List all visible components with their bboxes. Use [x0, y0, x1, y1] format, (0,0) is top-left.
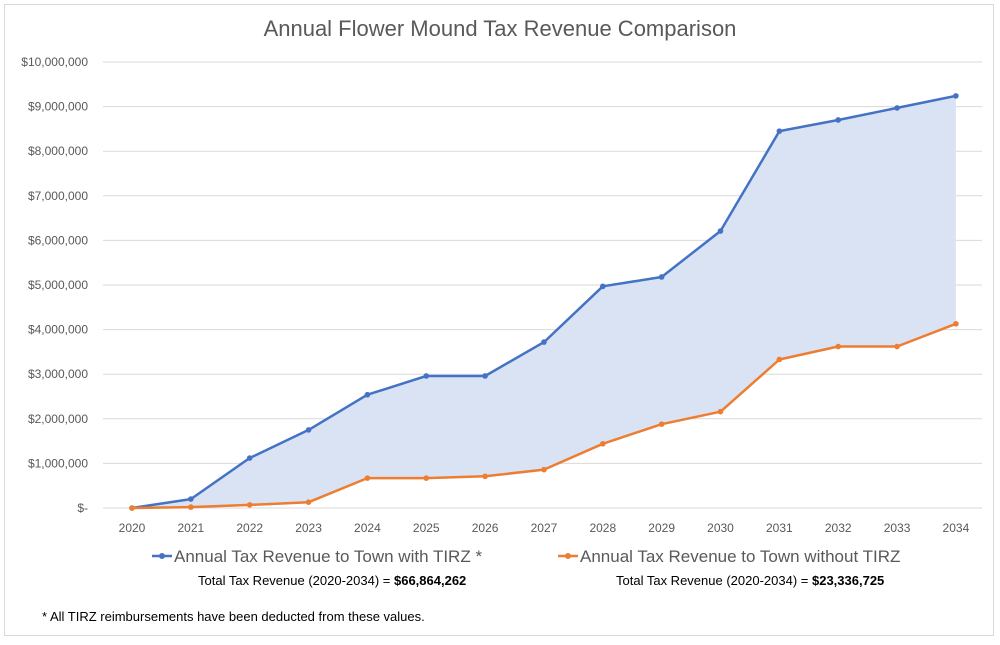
series-with-tirz-point — [188, 496, 194, 502]
legend-dot-without-tirz — [565, 553, 571, 559]
series-without-tirz-point — [188, 504, 194, 510]
y-tick-label: $3,000,000 — [28, 367, 88, 381]
total-without-tirz-value: $23,336,725 — [812, 573, 884, 588]
total-with-tirz-label: Total Tax Revenue (2020-2034) = — [198, 573, 394, 588]
area-between-series — [132, 95, 956, 509]
series-with-tirz-point — [305, 427, 312, 433]
series-without-tirz-point — [482, 473, 488, 480]
y-axis-ticks: $- $1,000,000 $2,000,000 $3,000,000 $4,000,0… — [21, 55, 88, 515]
series-without-tirz-point — [776, 356, 783, 363]
series-with-tirz-point — [717, 228, 724, 234]
series-with-tirz-point — [246, 455, 253, 461]
x-tick-label: 2020 — [119, 521, 146, 535]
x-tick-label: 2030 — [707, 521, 734, 535]
y-tick-label: $6,000,000 — [28, 233, 88, 247]
y-tick-label: $8,000,000 — [28, 144, 88, 158]
series-without-tirz-point — [129, 505, 135, 511]
series-without-tirz-point — [835, 343, 841, 350]
x-tick-label: 2025 — [413, 521, 440, 535]
total-without-tirz-label: Total Tax Revenue (2020-2034) = — [616, 573, 812, 588]
legend-label-with-tirz: Annual Tax Revenue to Town with TIRZ * — [174, 547, 482, 566]
fill-between-area — [132, 95, 956, 509]
total-with-tirz-value: $66,864,262 — [394, 573, 466, 588]
series-with-tirz-point — [423, 373, 430, 379]
series-with-tirz-point — [482, 373, 488, 379]
y-tick-label: $5,000,000 — [28, 278, 88, 292]
series-without-tirz-point — [658, 421, 665, 427]
series-without-tirz-point — [423, 475, 430, 481]
legend: Annual Tax Revenue to Town with TIRZ * A… — [152, 547, 900, 566]
x-tick-label: 2022 — [236, 521, 263, 535]
legend-label-without-tirz: Annual Tax Revenue to Town without TIRZ — [580, 547, 900, 566]
series-without-tirz-point — [894, 343, 900, 350]
series-with-tirz-point — [658, 274, 665, 280]
series-with-tirz-point — [364, 391, 371, 398]
x-tick-label: 2021 — [177, 521, 204, 535]
y-tick-label: $1,000,000 — [28, 456, 88, 470]
x-tick-label: 2023 — [295, 521, 322, 535]
series-with-tirz-point — [541, 339, 547, 345]
series-without-tirz-point — [246, 502, 253, 508]
y-tick-label: $7,000,000 — [28, 189, 88, 203]
x-tick-label: 2028 — [589, 521, 616, 535]
x-tick-label: 2024 — [354, 521, 381, 535]
series-with-tirz-point — [776, 128, 783, 134]
y-tick-label: $9,000,000 — [28, 100, 88, 114]
x-tick-label: 2026 — [472, 521, 499, 535]
y-tick-label: $4,000,000 — [28, 323, 88, 337]
series-without-tirz-point — [364, 475, 371, 481]
series-without-tirz-point — [541, 466, 547, 473]
total-without-tirz: Total Tax Revenue (2020-2034) = $23,336,… — [616, 573, 884, 588]
series-with-tirz-point — [600, 283, 606, 290]
legend-dot-with-tirz — [159, 553, 165, 559]
chart-title: Annual Flower Mound Tax Revenue Comparis… — [264, 16, 737, 41]
x-tick-label: 2034 — [943, 521, 970, 535]
series-without-tirz-point — [953, 321, 959, 327]
y-tick-label: $2,000,000 — [28, 412, 88, 426]
series-with-tirz-point — [953, 93, 959, 99]
x-tick-label: 2033 — [884, 521, 911, 535]
series-without-tirz-point — [600, 440, 606, 447]
y-tick-label: $- — [77, 501, 88, 515]
x-tick-label: 2031 — [766, 521, 793, 535]
total-with-tirz: Total Tax Revenue (2020-2034) = $66,864,… — [198, 573, 466, 588]
series-without-tirz-point — [305, 499, 312, 506]
footnote: * All TIRZ reimbursements have been dedu… — [42, 609, 425, 624]
x-tick-label: 2027 — [531, 521, 558, 535]
series-without-tirz-point — [717, 408, 724, 415]
x-tick-label: 2032 — [825, 521, 852, 535]
y-tick-label: $10,000,000 — [21, 55, 88, 69]
x-tick-label: 2029 — [648, 521, 675, 535]
series-with-tirz-point — [894, 105, 900, 111]
series-with-tirz-point — [835, 117, 841, 123]
x-axis-ticks: 2020 2021 2022 2023 2024 2025 2026 2027 2028 2029… — [119, 521, 970, 535]
series-lines — [129, 93, 959, 511]
